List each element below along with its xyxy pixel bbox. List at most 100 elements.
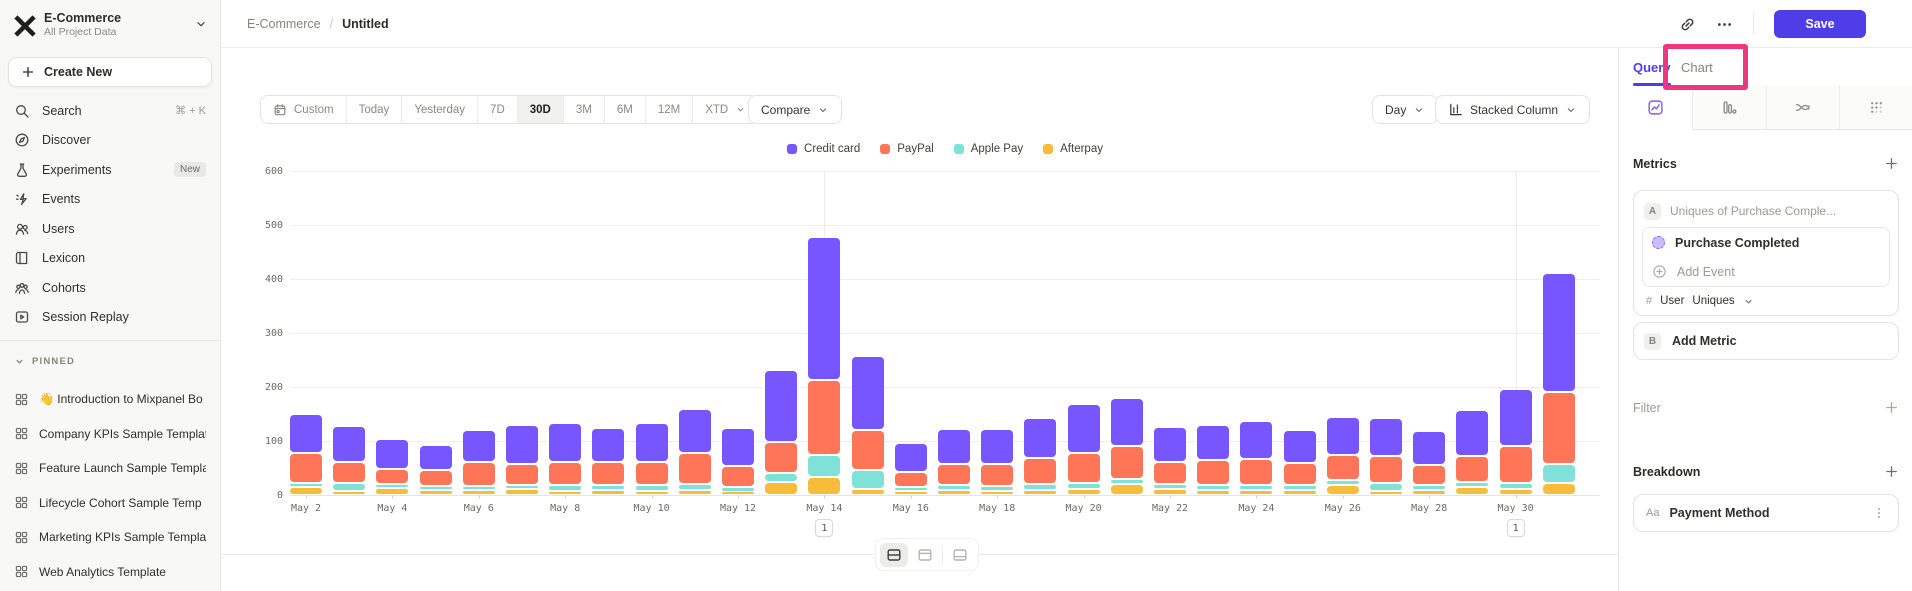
bar-segment-apple-pay[interactable] [678, 485, 711, 489]
pinned-section-toggle[interactable]: PINNED [14, 356, 75, 367]
layout-table-only-button[interactable] [946, 543, 974, 567]
bar-segment-credit-card[interactable] [1024, 418, 1057, 458]
bar-segment-afterpay[interactable] [1542, 484, 1575, 494]
bar-segment-credit-card[interactable] [765, 370, 798, 442]
bar-segment-credit-card[interactable] [1154, 427, 1186, 461]
bar-segment-paypal[interactable] [808, 381, 841, 455]
bar-segment-paypal[interactable] [1542, 392, 1575, 463]
bar-segment-afterpay[interactable] [549, 491, 582, 494]
bar-segment-credit-card[interactable] [1197, 426, 1230, 460]
tab-insights[interactable] [1619, 86, 1692, 130]
bar-segment-paypal[interactable] [722, 467, 754, 486]
bar-segment-apple-pay[interactable] [851, 471, 884, 488]
bar-may-18[interactable] [981, 171, 1014, 495]
tab-flows[interactable] [1765, 86, 1840, 130]
add-filter-plus-icon[interactable] [1884, 400, 1899, 415]
bar-segment-paypal[interactable] [462, 462, 495, 486]
bar-segment-apple-pay[interactable] [1499, 484, 1532, 488]
sidebar-item-events[interactable]: Events [4, 185, 216, 214]
bar-segment-afterpay[interactable] [894, 491, 927, 494]
range-3m[interactable]: 3M [563, 96, 605, 123]
bar-segment-apple-pay[interactable] [722, 487, 754, 492]
breadcrumb-project[interactable]: E-Commerce [247, 17, 321, 31]
bar-segment-credit-card[interactable] [1499, 390, 1532, 446]
bar-may-5[interactable] [419, 171, 452, 495]
legend-item-afterpay[interactable]: Afterpay [1043, 143, 1103, 155]
bar-segment-apple-pay[interactable] [1413, 486, 1446, 489]
bar-segment-paypal[interactable] [1240, 460, 1273, 485]
bar-segment-paypal[interactable] [333, 462, 366, 483]
range-12m[interactable]: 12M [645, 96, 694, 123]
bar-segment-credit-card[interactable] [1283, 430, 1316, 462]
bar-segment-paypal[interactable] [506, 465, 538, 484]
bar-segment-afterpay[interactable] [1413, 490, 1446, 494]
bar-segment-credit-card[interactable] [808, 237, 841, 379]
pinned-board-item[interactable]: 👋 Introduction to Mixpanel Bo [4, 383, 216, 415]
bar-segment-credit-card[interactable] [419, 445, 452, 470]
bar-may-8[interactable] [549, 171, 582, 495]
sidebar-item-lexicon[interactable]: Lexicon [4, 244, 216, 273]
bar-segment-afterpay[interactable] [1370, 491, 1402, 494]
bar-segment-afterpay[interactable] [851, 489, 884, 494]
save-button[interactable]: Save [1774, 10, 1866, 38]
bar-segment-credit-card[interactable] [1542, 273, 1575, 391]
bar-segment-apple-pay[interactable] [1370, 484, 1402, 490]
range-7d[interactable]: 7D [478, 96, 518, 123]
tab-retention[interactable] [1839, 86, 1912, 130]
bar-may-28[interactable] [1413, 171, 1446, 495]
bar-segment-apple-pay[interactable] [1283, 486, 1316, 489]
create-new-button[interactable]: Create New [8, 57, 212, 87]
bar-segment-apple-pay[interactable] [333, 484, 366, 490]
layout-split-button[interactable] [880, 542, 908, 567]
bar-may-13[interactable] [765, 171, 798, 495]
bar-may-26[interactable] [1326, 171, 1359, 495]
sidebar-item-cohorts[interactable]: Cohorts [4, 273, 216, 302]
bar-segment-apple-pay[interactable] [1110, 479, 1143, 484]
bar-segment-afterpay[interactable] [1024, 490, 1057, 494]
annotation-badge[interactable]: 1 [1506, 519, 1525, 537]
add-metric-plus-icon[interactable] [1884, 156, 1899, 171]
legend-item-apple-pay[interactable]: Apple Pay [953, 143, 1023, 155]
bar-segment-afterpay[interactable] [808, 477, 841, 494]
sidebar-item-discover[interactable]: Discover [4, 126, 216, 155]
bar-segment-apple-pay[interactable] [1154, 485, 1186, 488]
bar-segment-apple-pay[interactable] [938, 486, 970, 489]
bar-segment-apple-pay[interactable] [1326, 480, 1359, 485]
range-6m[interactable]: 6M [604, 96, 646, 123]
bar-segment-apple-pay[interactable] [549, 486, 582, 490]
compare-button[interactable]: Compare [748, 95, 843, 124]
bar-segment-afterpay[interactable] [1154, 489, 1186, 494]
range-yesterday[interactable]: Yesterday [402, 96, 479, 123]
tab-chart[interactable]: Chart [1681, 59, 1713, 75]
bar-may-31[interactable] [1542, 171, 1575, 495]
bar-segment-credit-card[interactable] [981, 430, 1014, 463]
bar-segment-afterpay[interactable] [1240, 490, 1273, 494]
bar-may-3[interactable] [333, 171, 366, 495]
pinned-board-item[interactable]: Marketing KPIs Sample Templat [4, 521, 216, 553]
bar-segment-apple-pay[interactable] [1542, 464, 1575, 483]
bar-segment-apple-pay[interactable] [376, 484, 409, 487]
bar-segment-afterpay[interactable] [376, 488, 409, 494]
bar-segment-credit-card[interactable] [592, 428, 625, 461]
bar-segment-apple-pay[interactable] [592, 486, 625, 489]
breakdown-item-card[interactable]: Aa Payment Method [1633, 494, 1899, 532]
bar-segment-paypal[interactable] [1067, 454, 1100, 483]
range-today[interactable]: Today [346, 96, 403, 123]
bar-segment-paypal[interactable] [1413, 465, 1446, 485]
bar-may-6[interactable] [462, 171, 495, 495]
bar-may-2[interactable] [290, 171, 322, 495]
bar-segment-paypal[interactable] [1024, 459, 1057, 484]
bar-may-27[interactable] [1370, 171, 1402, 495]
bar-may-9[interactable] [592, 171, 625, 495]
bar-segment-afterpay[interactable] [506, 490, 538, 494]
bar-segment-apple-pay[interactable] [808, 456, 841, 476]
bar-segment-credit-card[interactable] [1370, 418, 1402, 456]
bar-segment-credit-card[interactable] [722, 428, 754, 466]
annotation-badge[interactable]: 1 [815, 519, 834, 537]
bar-segment-paypal[interactable] [1283, 463, 1316, 485]
event-row[interactable]: Purchase Completed [1643, 228, 1889, 257]
sidebar-item-experiments[interactable]: Experiments New [4, 155, 216, 184]
bar-segment-paypal[interactable] [1154, 462, 1186, 484]
bar-segment-apple-pay[interactable] [1240, 486, 1273, 489]
pinned-board-item[interactable]: Company KPIs Sample Templat [4, 418, 216, 450]
